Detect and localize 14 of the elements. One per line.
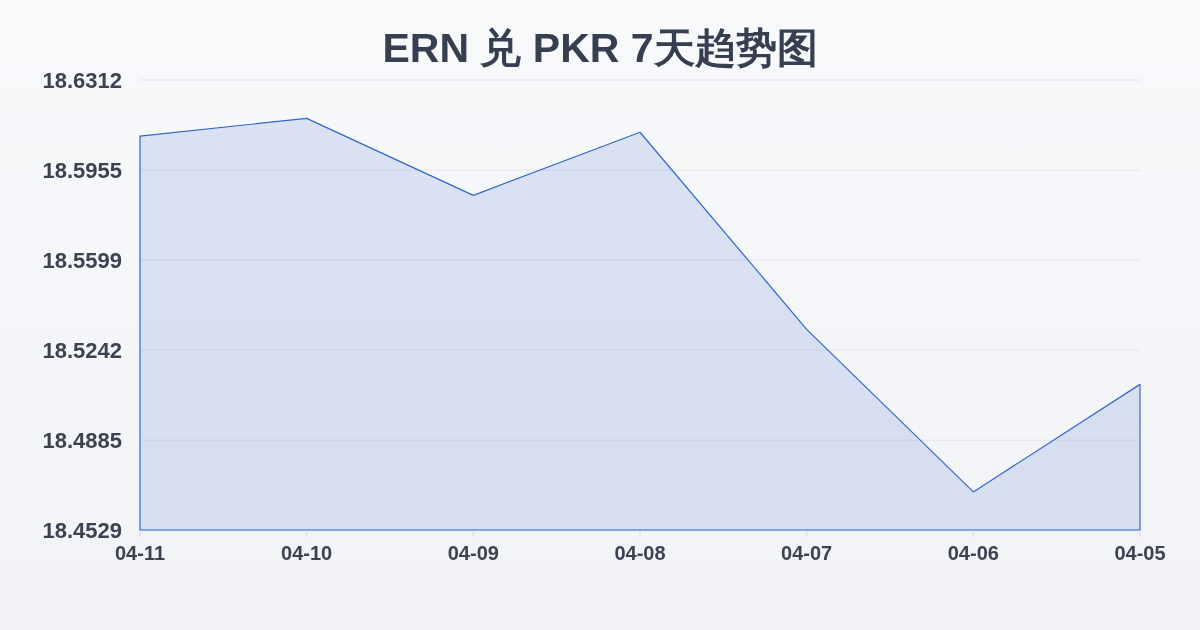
chart-title: ERN 兑 PKR 7天趋势图: [382, 25, 818, 71]
y-tick-label: 18.5242: [42, 338, 122, 364]
y-tick-label: 18.5599: [42, 247, 122, 273]
y-tick-label: 18.4885: [42, 428, 122, 454]
x-tick-label: 04-06: [947, 542, 999, 564]
y-tick-label: 18.5955: [42, 158, 122, 184]
x-tick-label: 04-11: [114, 542, 166, 564]
x-tick-label: 04-05: [1114, 542, 1166, 564]
y-tick-label: 18.6312: [42, 68, 122, 93]
y-tick-label: 18.4529: [42, 518, 122, 543]
x-tick-label: 04-10: [281, 542, 333, 564]
x-tick-label: 04-09: [447, 542, 499, 564]
x-tick-label: 04-08: [614, 542, 666, 564]
x-tick-label: 04-07: [781, 542, 833, 564]
